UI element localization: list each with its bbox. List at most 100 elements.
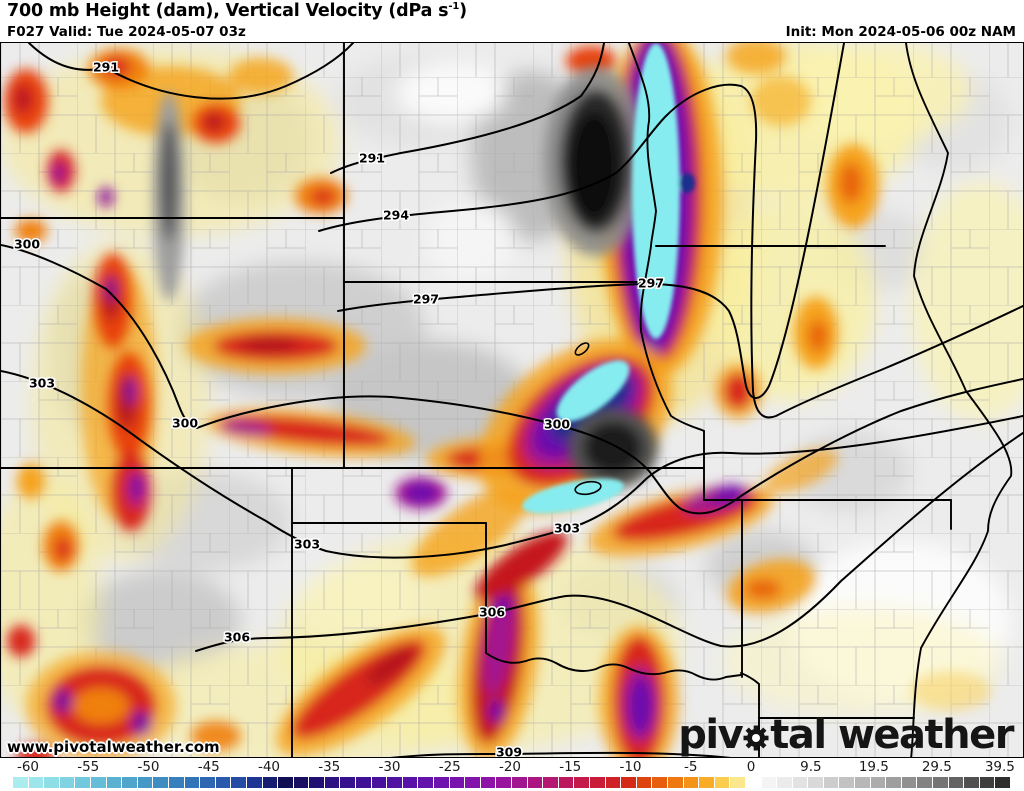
colorbar-cell bbox=[75, 777, 90, 788]
positive-velocity-layer bbox=[153, 43, 695, 514]
colorbar-tick: 19.5 bbox=[858, 759, 889, 775]
colorbar-cell bbox=[917, 777, 933, 788]
colorbar-cell bbox=[964, 777, 979, 788]
contour-label: 300 bbox=[544, 417, 570, 432]
colorbar-cell bbox=[402, 777, 418, 788]
colorbar-cell bbox=[215, 777, 231, 788]
colorbar-tick: -20 bbox=[498, 759, 522, 775]
colorbar-cell bbox=[184, 777, 200, 788]
logo-text-piv: piv bbox=[678, 712, 743, 758]
header-subrow: F027 Valid: Tue 2024-05-07 03z Init: Mon… bbox=[7, 24, 1016, 40]
colorbar-cell bbox=[387, 777, 402, 788]
colorbar-cell bbox=[44, 777, 59, 788]
colorbar-cell bbox=[449, 777, 465, 788]
colorbar-cell bbox=[231, 777, 246, 788]
colorbar-tick: -25 bbox=[438, 759, 461, 775]
contour-label: 291 bbox=[359, 151, 385, 166]
model-init-time: Init: Mon 2024-05-06 00z NAM bbox=[785, 24, 1016, 40]
colorbar-cell bbox=[371, 777, 387, 788]
contour-label: 294 bbox=[383, 208, 409, 223]
colorbar-tick-labels: -60 -55 -50 -45 -40 -35 -30 -25 -20 -15 -10 -5 0 9.5 1… bbox=[0, 759, 1024, 775]
colorbar-cell bbox=[870, 777, 886, 788]
colorbar-cell bbox=[13, 777, 28, 788]
colorbar-tick: -10 bbox=[619, 759, 642, 775]
colorbar-cell bbox=[340, 777, 356, 788]
colorbar-cell bbox=[153, 777, 168, 788]
header: 700 mb Height (dam), Vertical Velocity (… bbox=[0, 0, 1024, 42]
colorbar-cell bbox=[324, 777, 340, 788]
contour-label: 303 bbox=[29, 376, 55, 391]
colorbar-cell bbox=[574, 777, 589, 788]
colorbar-cell bbox=[761, 777, 777, 788]
colorbar-cell bbox=[948, 777, 964, 788]
watermark-url: www.pivotalweather.com bbox=[7, 738, 220, 756]
contour-labels: 291 291 294 297 297 300 300 300 303 303 303 306 306 3… bbox=[12, 58, 665, 758]
colorbar-cell bbox=[28, 777, 44, 788]
colorbar-cell bbox=[652, 777, 667, 788]
gear-icon bbox=[741, 722, 771, 752]
colorbar-cell bbox=[792, 777, 808, 788]
colorbar-cell bbox=[839, 777, 855, 788]
colorbar-cell bbox=[418, 777, 434, 788]
weather-map-svg: 291 291 294 297 297 300 300 300 303 303 303 306 306 3… bbox=[1, 43, 1023, 757]
colorbar-cell bbox=[699, 777, 714, 788]
colorbar-tick: -30 bbox=[378, 759, 401, 775]
contour-label: 303 bbox=[294, 537, 320, 552]
colorbar-tick: 0 bbox=[746, 759, 756, 775]
contour-label: 309 bbox=[496, 745, 522, 758]
colorbar-cell bbox=[621, 777, 636, 788]
colorbar-cell bbox=[745, 777, 761, 788]
colorbar-cell bbox=[589, 777, 605, 788]
colorbar-cell bbox=[714, 777, 730, 788]
colorbar-cell bbox=[636, 777, 652, 788]
colorbar-cell bbox=[59, 777, 75, 788]
state-borders bbox=[1, 43, 1013, 757]
colorbar-cell bbox=[808, 777, 823, 788]
colorbar-cell bbox=[356, 777, 371, 788]
page-title: 700 mb Height (dam), Vertical Velocity (… bbox=[7, 1, 467, 21]
colorbar-tick: -55 bbox=[77, 759, 100, 775]
map-canvas: 291 291 294 297 297 300 300 300 303 303 303 306 306 3… bbox=[0, 42, 1024, 758]
colorbar-cell bbox=[200, 777, 215, 788]
colorbar-tick: -50 bbox=[137, 759, 160, 775]
contour-label: 300 bbox=[172, 416, 198, 431]
colorbar-cell bbox=[667, 777, 683, 788]
colorbar-cell bbox=[168, 777, 184, 788]
contour-label: 306 bbox=[479, 605, 505, 620]
colorbar-cell bbox=[995, 777, 1010, 788]
colorbar-cell bbox=[683, 777, 699, 788]
colorbar-cell bbox=[558, 777, 574, 788]
colorbar-cell bbox=[434, 777, 449, 788]
colorbar-cell bbox=[465, 777, 480, 788]
colorbar-cell bbox=[278, 777, 293, 788]
colorbar-cell bbox=[543, 777, 558, 788]
colorbar-tick: 39.5 bbox=[984, 759, 1015, 775]
colorbar-tick: -60 bbox=[16, 759, 40, 775]
colorbar-cell bbox=[605, 777, 621, 788]
colorbar-cell bbox=[886, 777, 901, 788]
colorbar-tick: -40 bbox=[257, 759, 281, 775]
colorbar-cell bbox=[979, 777, 995, 788]
colorbar-cell bbox=[137, 777, 153, 788]
colorbar-cell bbox=[512, 777, 527, 788]
colorbar-cell bbox=[122, 777, 137, 788]
pivotal-weather-logo: piv tal weather bbox=[678, 712, 1014, 758]
colorbar-tick: -35 bbox=[318, 759, 341, 775]
contour-label: 297 bbox=[413, 292, 439, 307]
colorbar-tick: 29.5 bbox=[921, 759, 952, 775]
colorbar: -60 -55 -50 -45 -40 -35 -30 -25 -20 -15 -10 -5 0 9.5 1… bbox=[0, 758, 1024, 791]
colorbar-cell bbox=[309, 777, 324, 788]
colorbar-cell bbox=[246, 777, 262, 788]
contour-label: 300 bbox=[14, 237, 40, 252]
colorbar-cell bbox=[496, 777, 511, 788]
colorbar-gradient bbox=[13, 777, 1010, 788]
colorbar-cell bbox=[933, 777, 948, 788]
colorbar-tick: -5 bbox=[684, 759, 698, 775]
contour-label: 303 bbox=[554, 521, 580, 536]
colorbar-tick: -15 bbox=[559, 759, 582, 775]
colorbar-tick: -45 bbox=[197, 759, 220, 775]
title-superscript: -1 bbox=[448, 1, 460, 13]
colorbar-cell bbox=[901, 777, 917, 788]
colorbar-cell bbox=[730, 777, 745, 788]
